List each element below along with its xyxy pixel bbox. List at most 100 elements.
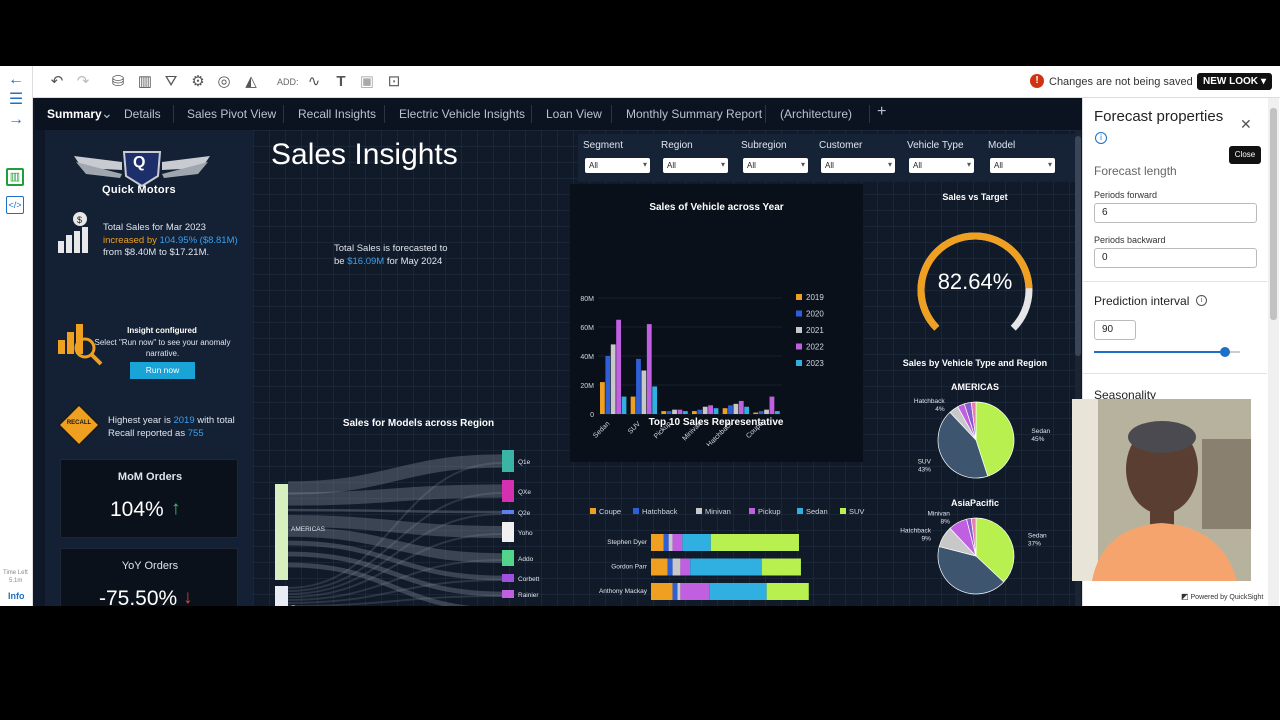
bar-coupe-2023 xyxy=(774,411,780,414)
canvas-scrollbar[interactable] xyxy=(1075,130,1081,606)
video-letterbox xyxy=(0,606,1280,720)
tab-monthly-summary-report[interactable]: Monthly Summary Report xyxy=(626,107,763,121)
visualize-icon[interactable]: ▥ xyxy=(6,168,24,186)
filter-select-customer[interactable]: All xyxy=(821,158,895,173)
panel-scrollbar-thumb[interactable] xyxy=(1270,108,1277,320)
panel-title: Forecast properties xyxy=(1094,108,1224,125)
new-look-button[interactable]: NEW LOOK ▾ xyxy=(1197,73,1272,90)
tab-recall-insights[interactable]: Recall Insights xyxy=(298,107,377,121)
kpi-sales-line2: increased by 104.95% ($8.81M) xyxy=(103,235,248,248)
reps-chart-title: Top 10 Sales Representative xyxy=(648,417,784,428)
tab-summary[interactable]: Summary xyxy=(47,107,102,121)
y-tick-label: 60M xyxy=(580,325,594,332)
chart-title-sales-by-year: Sales of Vehicle across Year xyxy=(649,202,784,213)
back-arrow-icon[interactable]: ← xyxy=(8,71,24,88)
filter-select-model[interactable]: All xyxy=(990,158,1055,173)
sankey-flow xyxy=(287,513,503,595)
bar-minivan-2019 xyxy=(692,411,697,414)
prediction-interval-input[interactable]: 90 xyxy=(1094,320,1136,340)
tab-divider xyxy=(384,105,385,123)
bar-pickup-2021 xyxy=(672,409,677,414)
tab-divider xyxy=(173,105,174,123)
parameters-icon[interactable]: ⚙ xyxy=(191,73,205,90)
periods-forward-input[interactable]: 6 xyxy=(1094,203,1257,223)
info-icon[interactable]: i xyxy=(1095,132,1107,144)
kpi-sales-line3: from $8.40M to $17.21M. xyxy=(103,247,210,258)
pie-slice-sedan xyxy=(975,517,1015,583)
code-icon[interactable]: </> xyxy=(6,196,24,214)
legend-label: 2019 xyxy=(806,293,824,302)
pie-group-asiapacific: AsiaPacific xyxy=(950,498,1000,508)
legend-label: 2022 xyxy=(806,343,824,352)
sankey-flow xyxy=(287,595,503,606)
filter-select-region[interactable]: All xyxy=(663,158,728,173)
slider-thumb[interactable] xyxy=(1220,347,1231,357)
add-text-icon[interactable]: T xyxy=(336,73,346,90)
filter-select-segment[interactable]: All xyxy=(585,158,650,173)
add-embed-icon[interactable]: ⊡ xyxy=(387,73,401,90)
time-left-value: 5.1m xyxy=(9,578,23,584)
sankey-flow xyxy=(287,515,503,538)
visual-icon[interactable]: ▥ xyxy=(137,73,153,90)
tab-loan-view[interactable]: Loan View xyxy=(546,107,602,121)
info-link[interactable]: Info xyxy=(8,591,25,601)
themes-icon[interactable]: ◭ xyxy=(245,73,257,90)
models-region-sankey: Q1eQXeQ2eYohoAddoCorbettRainierCompAMERI… xyxy=(275,450,540,606)
sankey-target-node xyxy=(502,510,514,514)
sheet-tabs: Summary ⌄ Details Sales Pivot View Recal… xyxy=(35,98,1082,130)
sankey-flow xyxy=(287,559,503,601)
legend-label: SUV xyxy=(849,507,864,516)
add-visual-icon[interactable]: ∿ xyxy=(307,73,321,90)
run-now-button[interactable]: Run now xyxy=(130,362,195,379)
add-sheet-icon[interactable]: + xyxy=(877,103,887,120)
undo-icon[interactable]: ↶ xyxy=(50,73,64,90)
chevron-down-icon[interactable]: ⌄ xyxy=(101,105,113,121)
bar-minivan-2023 xyxy=(713,408,719,414)
legend-swatch xyxy=(633,508,639,514)
prediction-interval-slider[interactable] xyxy=(1094,347,1240,357)
legend-label: 2023 xyxy=(806,359,824,368)
tab-divider xyxy=(283,105,284,123)
bar-sedan-2023 xyxy=(621,396,627,414)
insight-magnifier-icon xyxy=(58,324,103,366)
sankey-title: Sales for Models across Region xyxy=(342,418,495,429)
sankey-target-label: QXe xyxy=(518,489,531,496)
panel-scrollbar[interactable] xyxy=(1268,98,1279,606)
pie-slice-coupe xyxy=(970,401,977,441)
redo-icon[interactable]: ↷ xyxy=(76,73,90,90)
gauge-title: Sales vs Target xyxy=(942,192,1008,202)
menu-icon[interactable]: ☰ xyxy=(8,91,24,108)
tab-architecture[interactable]: (Architecture) xyxy=(780,107,853,121)
bar-hatchback-2019 xyxy=(722,408,728,414)
legend-swatch xyxy=(796,310,802,317)
time-left-label: Time Left xyxy=(3,570,28,576)
filter-label-customer: Customer xyxy=(819,140,863,151)
left-rail: ← ☰ → ▥ </> Time Left 5.1m Info xyxy=(0,66,33,606)
tab-details[interactable]: Details xyxy=(124,107,161,121)
mom-orders-card: MoM Orders 104% ↑ xyxy=(60,459,238,538)
insight-title: Insight configured xyxy=(127,326,197,335)
canvas-scrollbar-thumb[interactable] xyxy=(1075,136,1081,356)
legend-swatch xyxy=(796,327,802,333)
sankey-source-node xyxy=(275,586,288,606)
filter-select-vehicle-type[interactable]: All xyxy=(909,158,974,173)
tab-sales-pivot-view[interactable]: Sales Pivot View xyxy=(187,107,277,121)
filter-icon[interactable]: ⛛ xyxy=(164,73,178,90)
legend-label: Minivan xyxy=(705,507,731,516)
insights-icon[interactable]: ◎ xyxy=(217,73,231,90)
periods-backward-input[interactable]: 0 xyxy=(1094,248,1257,268)
info-icon[interactable]: i xyxy=(1196,295,1207,306)
filter-select-subregion[interactable]: All xyxy=(743,158,808,173)
mom-title: MoM Orders xyxy=(117,471,183,483)
forward-arrow-icon[interactable]: → xyxy=(8,111,24,128)
dataset-icon[interactable]: ⛁ xyxy=(111,73,125,90)
add-image-icon[interactable]: ▣ xyxy=(359,73,375,90)
forecast-value: $16.09M xyxy=(347,255,385,267)
close-icon[interactable]: ✕ xyxy=(1240,116,1252,132)
prediction-interval-label: Prediction interval xyxy=(1094,294,1190,308)
rep-bar-sedan xyxy=(690,558,762,576)
bar-suv-2023 xyxy=(652,386,658,414)
tab-electric-vehicle-insights[interactable]: Electric Vehicle Insights xyxy=(399,107,526,121)
sankey-flow xyxy=(287,579,503,604)
bar-sedan-2021 xyxy=(610,344,616,414)
